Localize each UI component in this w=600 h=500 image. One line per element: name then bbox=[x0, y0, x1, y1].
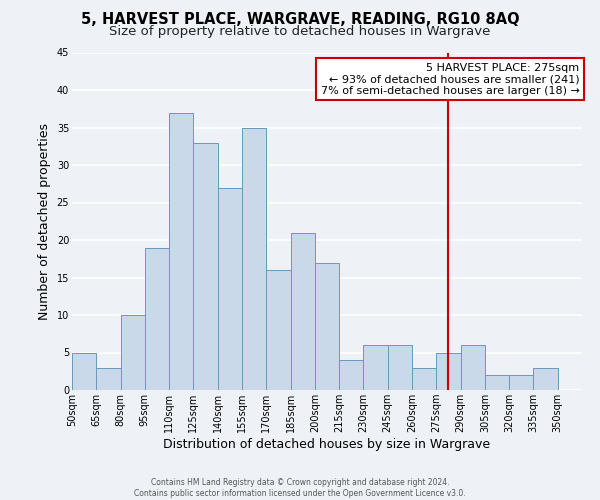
Bar bbox=[509, 375, 533, 390]
Bar bbox=[242, 128, 266, 390]
Bar bbox=[485, 375, 509, 390]
Bar bbox=[315, 262, 339, 390]
Text: 5 HARVEST PLACE: 275sqm
← 93% of detached houses are smaller (241)
7% of semi-de: 5 HARVEST PLACE: 275sqm ← 93% of detache… bbox=[320, 62, 580, 96]
Bar bbox=[193, 142, 218, 390]
Bar bbox=[412, 368, 436, 390]
Bar bbox=[436, 352, 461, 390]
Bar bbox=[388, 345, 412, 390]
Bar bbox=[72, 352, 96, 390]
Bar bbox=[96, 368, 121, 390]
Bar bbox=[364, 345, 388, 390]
Bar bbox=[533, 368, 558, 390]
Text: 5, HARVEST PLACE, WARGRAVE, READING, RG10 8AQ: 5, HARVEST PLACE, WARGRAVE, READING, RG1… bbox=[80, 12, 520, 28]
Text: Size of property relative to detached houses in Wargrave: Size of property relative to detached ho… bbox=[109, 25, 491, 38]
Bar bbox=[145, 248, 169, 390]
Text: Contains HM Land Registry data © Crown copyright and database right 2024.
Contai: Contains HM Land Registry data © Crown c… bbox=[134, 478, 466, 498]
Bar bbox=[266, 270, 290, 390]
Y-axis label: Number of detached properties: Number of detached properties bbox=[38, 122, 51, 320]
Bar bbox=[290, 232, 315, 390]
Bar bbox=[461, 345, 485, 390]
Bar bbox=[121, 315, 145, 390]
X-axis label: Distribution of detached houses by size in Wargrave: Distribution of detached houses by size … bbox=[163, 438, 491, 451]
Bar bbox=[339, 360, 364, 390]
Bar bbox=[169, 112, 193, 390]
Bar bbox=[218, 188, 242, 390]
